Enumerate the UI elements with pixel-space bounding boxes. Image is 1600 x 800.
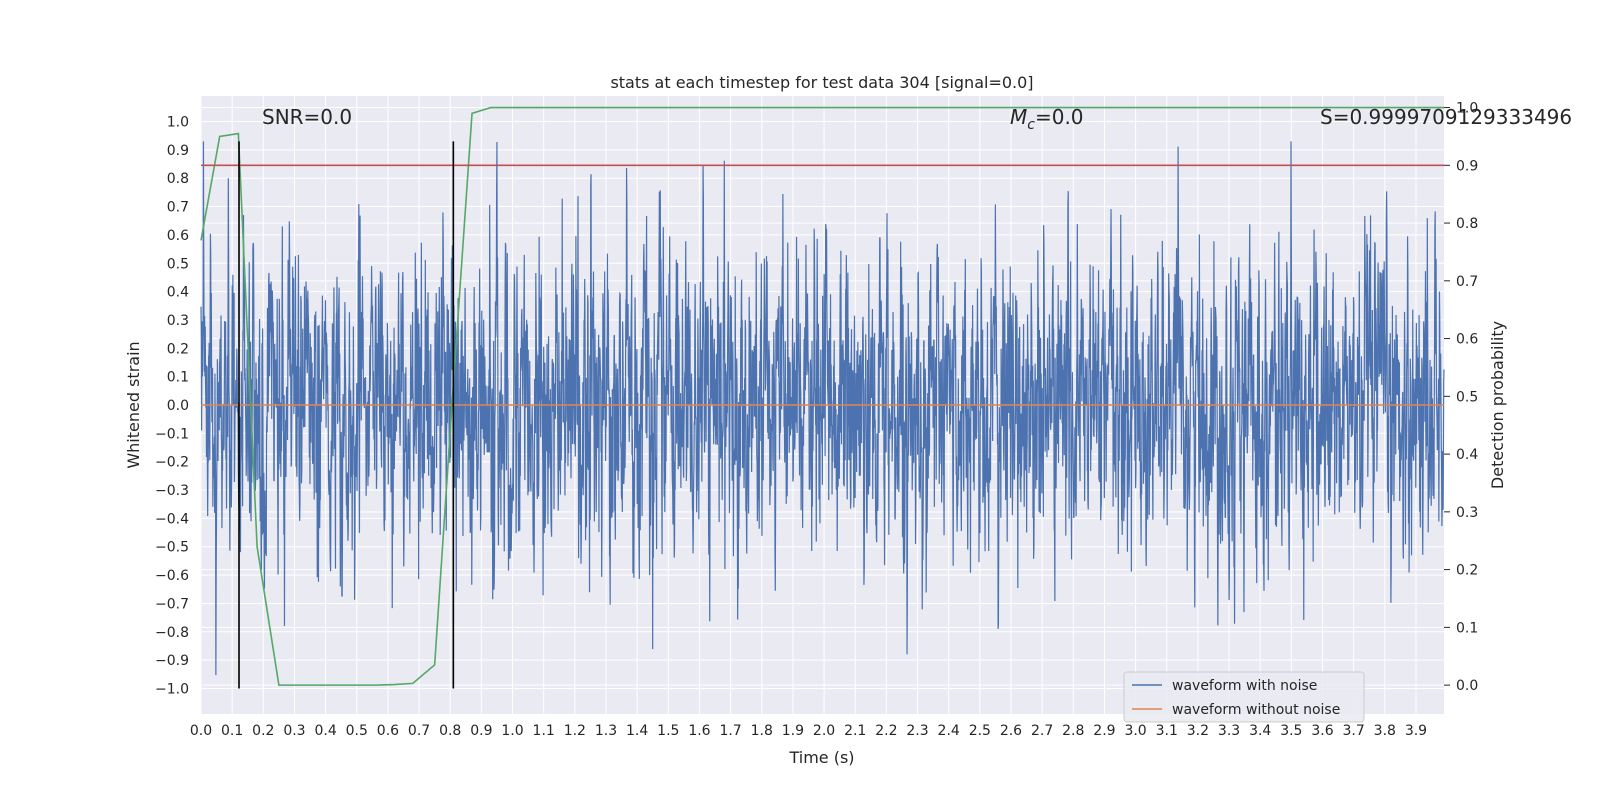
x-tick-label: 1.0 (501, 723, 523, 739)
x-tick-label: 3.6 (1311, 723, 1333, 739)
y-axis-ticks: 1.0 0.9 0.8 0.7 0.6 0.5 0.4 0.3 0.2 0.1 0.0 −0.1 −0.… (155, 115, 189, 698)
y2-tick-label: 1.0 (1456, 101, 1478, 117)
x-tick-label: 3.5 (1280, 723, 1302, 739)
x-tick-label: 0.4 (314, 723, 336, 739)
y-tick-label: 0.2 (167, 341, 189, 357)
x-tick-label: 1.2 (564, 723, 586, 739)
x-tick-label: 0.0 (190, 723, 212, 739)
y-tick-label: −0.9 (155, 653, 189, 669)
y-tick-label: −0.3 (155, 483, 189, 499)
x-tick-label: 1.1 (533, 723, 555, 739)
x-tick-label: 1.8 (751, 723, 773, 739)
y-tick-label: −0.4 (155, 511, 189, 527)
chirp-mass-value: =0.0 (1035, 105, 1084, 129)
chirp-mass-symbol: M (1010, 105, 1027, 129)
x-tick-label: 3.8 (1374, 723, 1396, 739)
y-tick-label: 0.4 (167, 285, 189, 301)
y-tick-label: 1.0 (167, 115, 189, 131)
y-tick-label: 0.0 (167, 398, 189, 414)
x-tick-label: 2.1 (844, 723, 866, 739)
x-tick-label: 2.5 (969, 723, 991, 739)
x-tick-label: 3.3 (1218, 723, 1240, 739)
x-tick-label: 1.7 (719, 723, 741, 739)
series-waveform-with-noise (200, 141, 1445, 676)
x-tick-label: 1.5 (657, 723, 679, 739)
x-tick-label: 1.4 (626, 723, 648, 739)
y2-axis-ticks: 1.0 0.9 0.8 0.7 0.6 0.5 0.4 0.3 0.2 0.1 0.0 (1444, 101, 1478, 694)
y2-tick-label: 0.3 (1456, 505, 1478, 521)
y-tick-label: −0.6 (155, 568, 189, 584)
chirp-mass-annotation: Mc=0.0 (1010, 105, 1084, 133)
y-tick-label: 0.5 (167, 256, 189, 272)
snr-annotation: SNR=0.0 (262, 105, 352, 129)
y-tick-label: −0.5 (155, 540, 189, 556)
detection-probability-line (200, 106, 1444, 686)
x-tick-label: 3.4 (1249, 723, 1271, 739)
x-tick-label: 2.2 (875, 723, 897, 739)
x-tick-label: 2.7 (1031, 723, 1053, 739)
x-tick-label: 2.6 (1000, 723, 1022, 739)
y2-tick-label: 0.6 (1456, 332, 1478, 348)
score-annotation: S=0.9999709129333496 (1320, 105, 1572, 129)
y2-tick-label: 0.9 (1456, 158, 1478, 174)
x-tick-label: 0.9 (470, 723, 492, 739)
y-tick-label: 0.7 (167, 200, 189, 216)
y2-tick-label: 0.0 (1456, 678, 1478, 694)
x-tick-label: 2.8 (1062, 723, 1084, 739)
x-tick-label: 0.7 (408, 723, 430, 739)
x-tick-label: 2.0 (813, 723, 835, 739)
y-tick-label: 0.9 (167, 143, 189, 159)
y2-tick-label: 0.4 (1456, 447, 1478, 463)
y-tick-label: 0.1 (167, 370, 189, 386)
x-tick-label: 0.6 (377, 723, 399, 739)
y2-tick-label: 0.2 (1456, 563, 1478, 579)
x-tick-label: 1.6 (688, 723, 710, 739)
chirp-mass-subscript: c (1027, 117, 1035, 133)
y-tick-label: 0.6 (167, 228, 189, 244)
x-tick-label: 0.2 (252, 723, 274, 739)
y2-tick-label: 0.7 (1456, 274, 1478, 290)
y-tick-label: −0.1 (155, 426, 189, 442)
x-tick-label: 3.2 (1187, 723, 1209, 739)
legend-box (1123, 671, 1365, 723)
y-tick-label: 0.8 (167, 171, 189, 187)
x-tick-label: 0.3 (283, 723, 305, 739)
y2-tick-label: 0.5 (1456, 389, 1478, 405)
x-tick-label: 0.8 (439, 723, 461, 739)
x-tick-label: 1.9 (782, 723, 804, 739)
x-axis-ticks: 0.0 0.1 0.2 0.3 0.4 0.5 0.6 0.7 0.8 0.9 1.0 1.1 1.2 1… (190, 723, 1427, 739)
y2-axis-title: Detection probability (1488, 321, 1507, 489)
x-tick-label: 3.0 (1124, 723, 1146, 739)
x-tick-label: 3.1 (1156, 723, 1178, 739)
y2-tick-label: 0.1 (1456, 620, 1478, 636)
legend: waveform with noise waveform without noi… (1123, 671, 1365, 723)
y-tick-label: −0.7 (155, 596, 189, 612)
line-series (200, 106, 1444, 689)
y-axis-title: Whitened strain (124, 341, 143, 468)
legend-label-waveform-without-noise: waveform without noise (1172, 702, 1340, 718)
x-tick-label: 1.3 (595, 723, 617, 739)
legend-label-waveform-with-noise: waveform with noise (1172, 678, 1317, 694)
x-tick-label: 0.5 (346, 723, 368, 739)
y-tick-label: −1.0 (155, 681, 189, 697)
waveform-with-noise-line (200, 141, 1445, 676)
y-tick-label: −0.8 (155, 625, 189, 641)
y-tick-label: 0.3 (167, 313, 189, 329)
y2-tick-label: 0.8 (1456, 216, 1478, 232)
x-tick-label: 3.9 (1405, 723, 1427, 739)
x-tick-label: 2.9 (1093, 723, 1115, 739)
x-tick-label: 2.4 (938, 723, 960, 739)
x-axis-title: Time (s) (788, 748, 854, 767)
y-tick-label: −0.2 (155, 455, 189, 471)
chart-title: stats at each timestep for test data 304… (610, 73, 1033, 92)
x-tick-label: 2.3 (906, 723, 928, 739)
x-tick-label: 3.7 (1343, 723, 1365, 739)
x-tick-label: 0.1 (221, 723, 243, 739)
